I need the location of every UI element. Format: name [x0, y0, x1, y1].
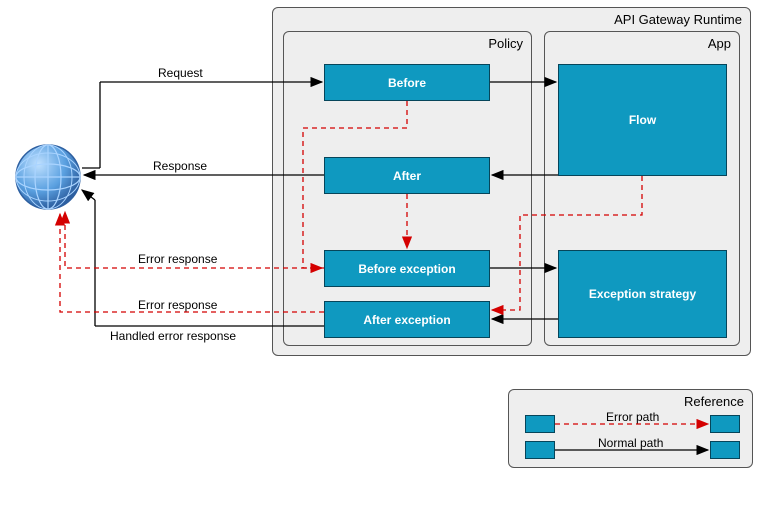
request-label: Request	[158, 66, 203, 80]
runtime-label: API Gateway Runtime	[614, 12, 742, 27]
ref-normal-left	[525, 441, 555, 459]
error-response-1-label: Error response	[138, 252, 217, 266]
reference-label: Reference	[684, 394, 744, 409]
response-label: Response	[153, 159, 207, 173]
ref-error-right	[710, 415, 740, 433]
after-exception-block: After exception	[324, 301, 490, 338]
handled-error-label: Handled error response	[110, 329, 236, 343]
flow-block: Flow	[558, 64, 727, 176]
app-label: App	[708, 36, 731, 51]
before-block: Before	[324, 64, 490, 101]
before-exception-block: Before exception	[324, 250, 490, 287]
ref-normal-path-label: Normal path	[598, 436, 663, 450]
policy-label: Policy	[488, 36, 523, 51]
ref-error-path-label: Error path	[606, 410, 659, 424]
error-response-2-label: Error response	[138, 298, 217, 312]
after-block: After	[324, 157, 490, 194]
ref-error-left	[525, 415, 555, 433]
ref-normal-right	[710, 441, 740, 459]
exception-strategy-block: Exception strategy	[558, 250, 727, 338]
globe-icon	[14, 143, 82, 211]
